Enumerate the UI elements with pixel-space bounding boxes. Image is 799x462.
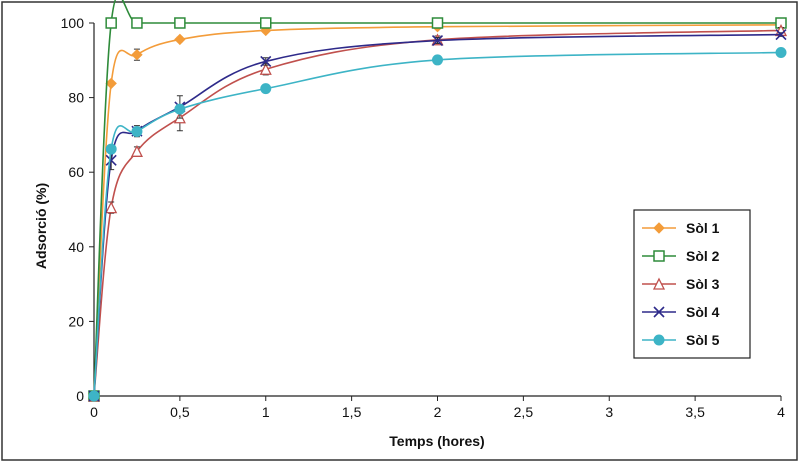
x-tick-label: 0,5 xyxy=(170,404,190,420)
y-tick-label: 100 xyxy=(61,15,85,31)
data-point-marker xyxy=(105,77,117,90)
x-tick-label: 2 xyxy=(434,404,442,420)
data-point-marker xyxy=(105,17,117,29)
y-tick-label: 60 xyxy=(68,164,84,180)
data-point-marker xyxy=(131,48,143,61)
data-point-marker xyxy=(174,17,186,29)
legend-label: Sòl 2 xyxy=(686,248,720,264)
data-point-marker xyxy=(88,390,100,402)
x-tick-label: 3,5 xyxy=(685,404,705,420)
x-tick-label: 4 xyxy=(777,404,785,420)
y-axis-title: Adsorció (%) xyxy=(33,183,49,269)
data-point-marker xyxy=(431,17,444,29)
y-tick-label: 20 xyxy=(68,313,84,329)
legend-item: Sòl 4 xyxy=(642,304,720,320)
data-point-marker xyxy=(432,54,443,66)
data-point-marker xyxy=(775,46,787,58)
series-5 xyxy=(88,46,787,402)
plot-area: 0 20 40 60 80 100 0 0,5 1 1,5 2 2,5 3 3,5 4 xyxy=(61,0,788,420)
y-tick-label: 80 xyxy=(68,90,84,106)
legend-swatch-marker xyxy=(653,334,665,346)
legend-swatch-marker xyxy=(653,222,665,234)
series-line xyxy=(93,51,782,397)
x-tick-label: 0 xyxy=(90,404,98,420)
legend-label: Sòl 5 xyxy=(686,332,720,348)
data-point-marker xyxy=(174,33,186,46)
legend-item: Sòl 2 xyxy=(642,248,720,264)
legend-label: Sòl 3 xyxy=(686,276,720,292)
legend: Sòl 1 Sòl 2 Sòl 3 Sòl 4 Sòl 5 xyxy=(633,209,751,359)
data-point-marker xyxy=(105,154,117,166)
legend-item: Sòl 1 xyxy=(642,220,720,236)
legend-label: Sòl 4 xyxy=(686,304,720,320)
data-point-marker xyxy=(131,126,143,138)
data-point-marker xyxy=(260,83,272,95)
legend-item: Sòl 3 xyxy=(642,276,720,292)
data-point-marker xyxy=(105,143,117,155)
data-point-marker xyxy=(174,103,186,115)
series-line xyxy=(93,24,782,397)
x-tick-label: 1,5 xyxy=(342,404,362,420)
data-point-marker xyxy=(260,55,272,67)
x-tick-label: 2,5 xyxy=(514,404,534,420)
data-point-marker xyxy=(260,17,272,29)
y-tick-label: 40 xyxy=(68,239,84,255)
data-point-marker xyxy=(775,28,787,41)
y-tick-label: 0 xyxy=(76,388,84,404)
x-axis-title: Temps (hores) xyxy=(389,433,484,449)
legend-swatch-marker xyxy=(652,277,666,290)
data-point-marker xyxy=(259,62,272,75)
x-tick-label: 3 xyxy=(605,404,613,420)
series-line xyxy=(93,33,782,397)
data-point-marker xyxy=(105,201,118,214)
legend-label: Sòl 1 xyxy=(686,220,720,236)
x-tick-label: 1 xyxy=(262,404,270,420)
legend-item: Sòl 5 xyxy=(642,332,720,348)
legend-swatch-marker xyxy=(653,306,665,318)
data-point-marker xyxy=(130,144,143,157)
data-point-marker xyxy=(431,34,444,47)
legend-swatch-marker xyxy=(653,250,665,262)
data-point-marker xyxy=(131,17,143,29)
